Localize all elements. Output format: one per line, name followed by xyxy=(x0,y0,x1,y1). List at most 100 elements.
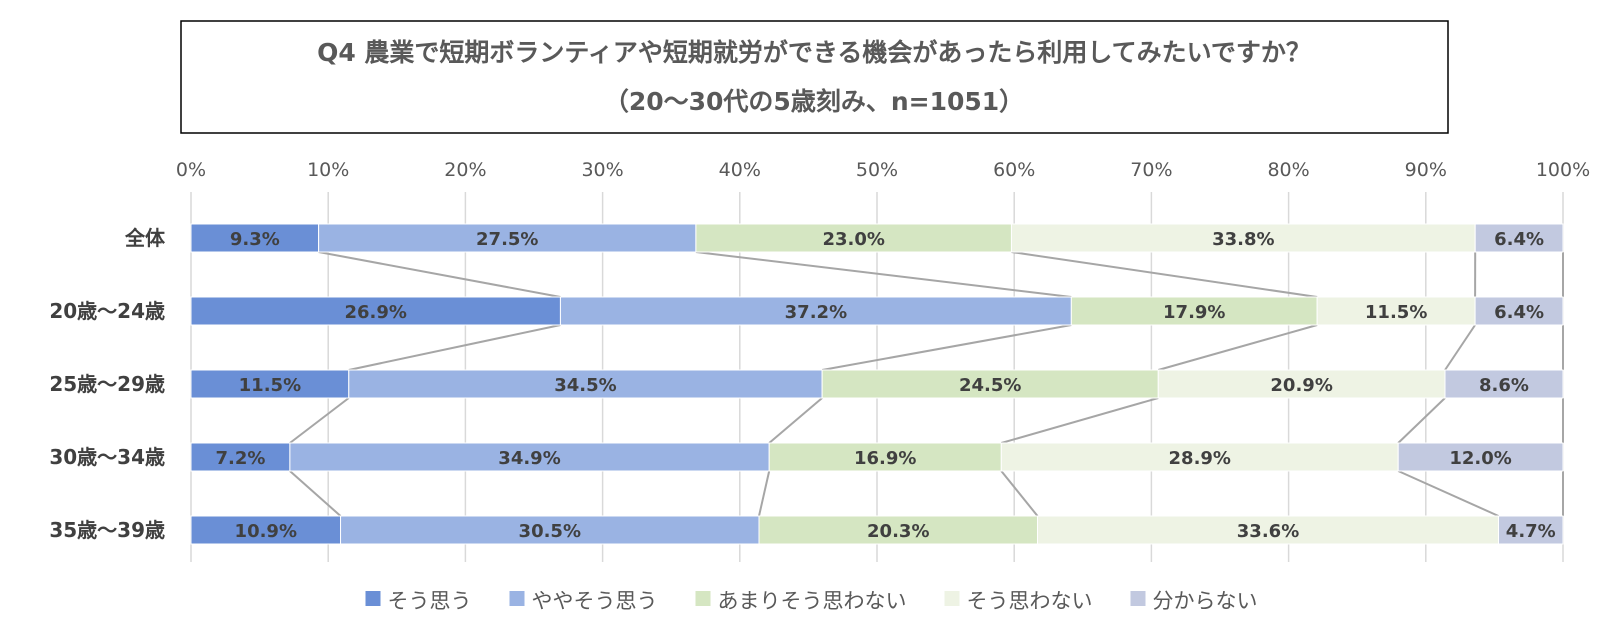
category-label: 35歳～39歳 xyxy=(49,518,165,542)
x-tick-label: 80% xyxy=(1267,159,1309,181)
bar-value-label: 34.9% xyxy=(498,448,560,469)
bar-value-label: 20.3% xyxy=(867,521,929,542)
series-line xyxy=(821,324,1072,371)
bar-value-label: 33.8% xyxy=(1212,229,1274,250)
series-line xyxy=(695,251,1072,298)
bar-segment xyxy=(1397,442,1564,472)
bar-segment xyxy=(190,369,350,399)
legend-item: 分からない xyxy=(1130,589,1258,613)
bar-value-label: 12.0% xyxy=(1449,448,1511,469)
bar-value-label: 37.2% xyxy=(785,302,847,323)
x-tick-label: 70% xyxy=(1130,159,1172,181)
legend-swatch xyxy=(695,591,711,606)
bar-value-label: 20.9% xyxy=(1270,375,1332,396)
bar-value-label: 7.2% xyxy=(215,448,265,469)
bar-value-label: 4.7% xyxy=(1506,521,1556,542)
bars xyxy=(190,223,1564,545)
bar-value-label: 27.5% xyxy=(476,229,538,250)
bar-segment xyxy=(1000,442,1399,472)
x-tick-label: 0% xyxy=(176,159,206,181)
bar-segment xyxy=(348,369,823,399)
series-line xyxy=(289,470,342,517)
x-tick-label: 40% xyxy=(719,159,761,181)
category-labels: 全体 20歳～24歳 25歳～29歳 30歳～34歳 35歳～39歳 xyxy=(49,226,166,542)
series-line xyxy=(758,470,771,517)
series-line xyxy=(768,397,823,444)
x-tick-label: 60% xyxy=(993,159,1035,181)
series-line xyxy=(1157,324,1318,371)
series-line xyxy=(1444,324,1476,371)
bar-value-label: 11.5% xyxy=(1365,302,1427,323)
legend-label: あまりそう思わない xyxy=(718,589,907,613)
category-label: 25歳～29歳 xyxy=(49,372,165,396)
legend-label: そう思う xyxy=(388,589,472,613)
bar-value-label: 33.6% xyxy=(1237,521,1299,542)
bar-segment xyxy=(190,515,342,545)
legend: そう思う ややそう思う あまりそう思わない そう思わない 分からない xyxy=(365,589,1258,613)
legend-swatch xyxy=(365,591,381,606)
series-line xyxy=(1000,470,1039,517)
chart-subtitle: （20～30代の5歳刻み、n=1051） xyxy=(604,87,1024,116)
legend-item: そう思わない xyxy=(944,589,1093,613)
bar-segment xyxy=(1157,369,1446,399)
bar-value-label: 8.6% xyxy=(1479,375,1529,396)
bar-value-label: 26.9% xyxy=(344,302,406,323)
x-tick-label: 50% xyxy=(856,159,898,181)
bar-value-label: 10.9% xyxy=(235,521,297,542)
bar-value-label: 28.9% xyxy=(1169,448,1231,469)
title-box: Q4 農業で短期ボランティアや短期就労ができる機会があったら利用してみたいですか… xyxy=(180,20,1449,134)
legend-swatch xyxy=(509,591,525,606)
x-axis-ticks: 0% 10% 20% 30% 40% 50% 60% 70% 80% 90% 100% xyxy=(176,159,1590,181)
bar-value-label: 9.3% xyxy=(230,229,280,250)
bar-segment xyxy=(559,296,1072,326)
bar-segment xyxy=(318,223,697,253)
bar-value-label: 34.5% xyxy=(554,375,616,396)
series-line xyxy=(1011,251,1318,298)
bar-segment xyxy=(1498,515,1564,545)
series-line xyxy=(318,251,561,298)
legend-swatch xyxy=(944,591,960,606)
series-line xyxy=(348,324,561,371)
legend-swatch xyxy=(1130,591,1146,606)
category-label: 20歳～24歳 xyxy=(49,299,165,323)
legend-item: そう思う xyxy=(365,589,472,613)
bar-segment xyxy=(821,369,1159,399)
bar-segment xyxy=(1474,223,1564,253)
title-border xyxy=(180,20,1449,134)
legend-label: そう思わない xyxy=(967,589,1093,613)
legend-label: ややそう思う xyxy=(532,589,658,613)
bar-segment xyxy=(758,515,1039,545)
bar-segment xyxy=(1444,369,1564,399)
value-labels: 9.3% 27.5% 23.0% 33.8% 6.4% 26.9% 37.2% 17.9% 11… xyxy=(215,229,1555,542)
bar-segment xyxy=(289,442,770,472)
bar-segment xyxy=(190,296,561,326)
bar-value-label: 11.5% xyxy=(239,375,301,396)
series-line xyxy=(1397,470,1499,517)
x-tick-label: 20% xyxy=(444,159,486,181)
legend-item: あまりそう思わない xyxy=(695,589,907,613)
bar-value-label: 23.0% xyxy=(822,229,884,250)
bar-value-label: 6.4% xyxy=(1494,229,1544,250)
series-lines xyxy=(289,251,1564,517)
category-label: 全体 xyxy=(124,226,166,250)
bar-value-label: 30.5% xyxy=(519,521,581,542)
series-line xyxy=(289,397,350,444)
x-tick-label: 30% xyxy=(581,159,623,181)
bar-segment xyxy=(1474,296,1564,326)
bar-value-label: 16.9% xyxy=(854,448,916,469)
series-line xyxy=(1397,397,1446,444)
bar-segment xyxy=(190,442,291,472)
bar-value-label: 24.5% xyxy=(959,375,1021,396)
x-tick-label: 100% xyxy=(1536,159,1590,181)
category-label: 30歳～34歳 xyxy=(49,445,165,469)
chart-title: Q4 農業で短期ボランティアや短期就労ができる機会があったら利用してみたいですか… xyxy=(317,38,1311,67)
bar-segment xyxy=(1010,223,1476,253)
bar-segment xyxy=(340,515,760,545)
x-tick-label: 90% xyxy=(1405,159,1447,181)
series-line xyxy=(1001,397,1159,444)
legend-item: ややそう思う xyxy=(509,589,658,613)
legend-label: 分からない xyxy=(1153,589,1258,613)
x-tick-label: 10% xyxy=(307,159,349,181)
bar-value-label: 6.4% xyxy=(1494,302,1544,323)
